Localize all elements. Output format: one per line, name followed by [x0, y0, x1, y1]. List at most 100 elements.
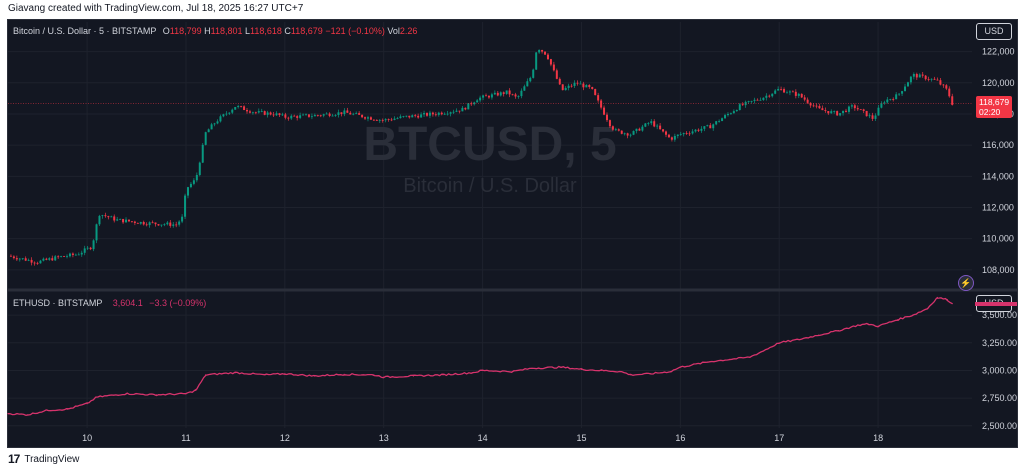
- btc-candle-body: [331, 115, 334, 117]
- btc-symbol[interactable]: Bitcoin / U.S. Dollar · 5 · BITSTAMP: [13, 26, 157, 36]
- eth-y-tick-label: 3,250.00: [982, 338, 1017, 348]
- btc-candle-body: [251, 112, 254, 114]
- btc-candle-body: [597, 95, 600, 101]
- btc-candle-body: [499, 92, 502, 96]
- btc-volume: 2.26: [399, 26, 418, 36]
- btc-candle-body: [71, 253, 74, 255]
- lightning-bolt-icon[interactable]: ⚡: [958, 275, 974, 291]
- btc-candle-body: [104, 215, 107, 217]
- eth-point: [481, 369, 484, 372]
- btc-candle-body: [638, 128, 641, 131]
- btc-candle-body: [697, 129, 700, 131]
- btc-candle-body: [48, 258, 51, 260]
- btc-candle-body: [89, 247, 92, 250]
- btc-candle-body: [756, 99, 759, 101]
- btc-candle-body: [644, 123, 647, 127]
- eth-point: [86, 403, 88, 405]
- btc-candle-body: [561, 84, 564, 91]
- btc-candle-body: [889, 99, 892, 100]
- btc-candle-body: [665, 131, 668, 135]
- btc-candle-body: [449, 112, 452, 114]
- attribution-text: Giavang created with TradingView.com, Ju…: [8, 3, 304, 14]
- btc-candle-body: [151, 222, 154, 224]
- eth-point: [837, 330, 840, 332]
- x-tick-label: 16: [675, 433, 685, 443]
- btc-candle-body: [603, 107, 606, 115]
- btc-close: 118,679: [290, 26, 323, 36]
- eth-point: [897, 318, 899, 321]
- btc-high: 118,801: [210, 26, 243, 36]
- btc-candle-body: [237, 106, 240, 108]
- btc-candle-body: [127, 219, 130, 222]
- btc-candle-body: [222, 114, 225, 117]
- btc-y-tick-label: 110,000: [982, 234, 1014, 244]
- btc-candle-body: [92, 240, 95, 250]
- btc-candle-body: [490, 94, 493, 98]
- btc-candle-body: [455, 110, 458, 112]
- btc-candle-body: [101, 215, 104, 216]
- x-tick-label: 12: [280, 433, 290, 443]
- btc-candle-body: [948, 88, 951, 97]
- btc-low: 118,618: [250, 26, 282, 36]
- eth-point: [66, 408, 68, 410]
- btc-candle-body: [299, 115, 302, 118]
- grid-lines: [8, 22, 972, 428]
- currency-button-top[interactable]: USD: [976, 23, 1012, 40]
- btc-candle-body: [555, 70, 558, 79]
- eth-series-line: [7, 297, 953, 416]
- btc-candle-body: [546, 54, 549, 60]
- btc-candle-body: [358, 113, 361, 115]
- btc-candle-body: [703, 126, 706, 129]
- btc-candle-body: [487, 95, 490, 98]
- btc-candle-body: [526, 81, 529, 87]
- eth-value: 3,604.1: [112, 298, 143, 308]
- btc-candle-body: [791, 91, 794, 93]
- btc-candle-body: [812, 105, 815, 107]
- eth-y-tick-label: 3,000.00: [982, 365, 1017, 375]
- eth-point: [373, 374, 375, 376]
- btc-candle-body: [148, 222, 151, 226]
- btc-candle-body: [620, 130, 623, 134]
- btc-candle-body: [768, 95, 771, 97]
- btc-candle-body: [325, 113, 328, 115]
- btc-candle-body: [771, 93, 774, 97]
- btc-candle-body: [511, 94, 514, 96]
- btc-candle-body: [715, 121, 718, 125]
- eth-symbol[interactable]: ETHUSD · BITSTAMP: [13, 298, 103, 308]
- eth-point: [46, 409, 49, 411]
- btc-candle-body: [263, 111, 266, 115]
- btc-candle-body: [411, 115, 414, 118]
- eth-line[interactable]: [7, 296, 953, 416]
- btc-candle-body: [780, 89, 783, 90]
- btc-candle-body: [632, 131, 635, 135]
- btc-candle-body: [659, 125, 662, 130]
- btc-candle-body: [924, 75, 927, 80]
- btc-candle-body: [334, 114, 337, 116]
- btc-candle-body: [452, 111, 455, 113]
- btc-candle-body: [951, 96, 954, 105]
- btc-candle-body: [355, 113, 358, 114]
- btc-candle-body: [901, 91, 904, 94]
- btc-candle-body: [446, 113, 449, 115]
- btc-candle-body: [853, 105, 856, 109]
- btc-candle-body: [800, 93, 803, 98]
- btc-candle-body: [909, 76, 912, 83]
- btc-candle-body: [366, 117, 369, 119]
- btc-candle-body: [608, 120, 611, 127]
- watermark-ticker: BTCUSD, 5: [363, 118, 616, 171]
- btc-candle-body: [650, 121, 653, 124]
- btc-candle-body: [346, 110, 349, 113]
- btc-candle-body: [721, 118, 724, 122]
- btc-candle-body: [936, 79, 939, 81]
- chart-frame[interactable]: [7, 19, 1018, 448]
- eth-point: [27, 414, 29, 416]
- eth-point: [867, 323, 869, 325]
- btc-candle-body: [95, 224, 98, 241]
- btc-candle-body: [670, 137, 673, 140]
- btc-candle-body: [426, 113, 429, 116]
- btc-candle-body: [930, 78, 933, 80]
- btc-candle-body: [63, 256, 66, 257]
- btc-candles[interactable]: [9, 49, 954, 266]
- eth-point: [729, 358, 731, 360]
